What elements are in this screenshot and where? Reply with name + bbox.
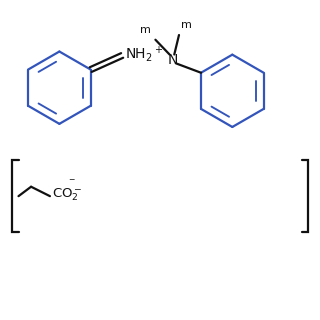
Text: m: m (181, 20, 192, 30)
Text: CO$_2^-$: CO$_2^-$ (52, 186, 82, 203)
Text: N: N (167, 53, 178, 67)
Text: NH$_2$$^+$: NH$_2$$^+$ (125, 44, 163, 64)
Text: $^-$: $^-$ (67, 177, 76, 187)
Text: m: m (140, 25, 151, 35)
